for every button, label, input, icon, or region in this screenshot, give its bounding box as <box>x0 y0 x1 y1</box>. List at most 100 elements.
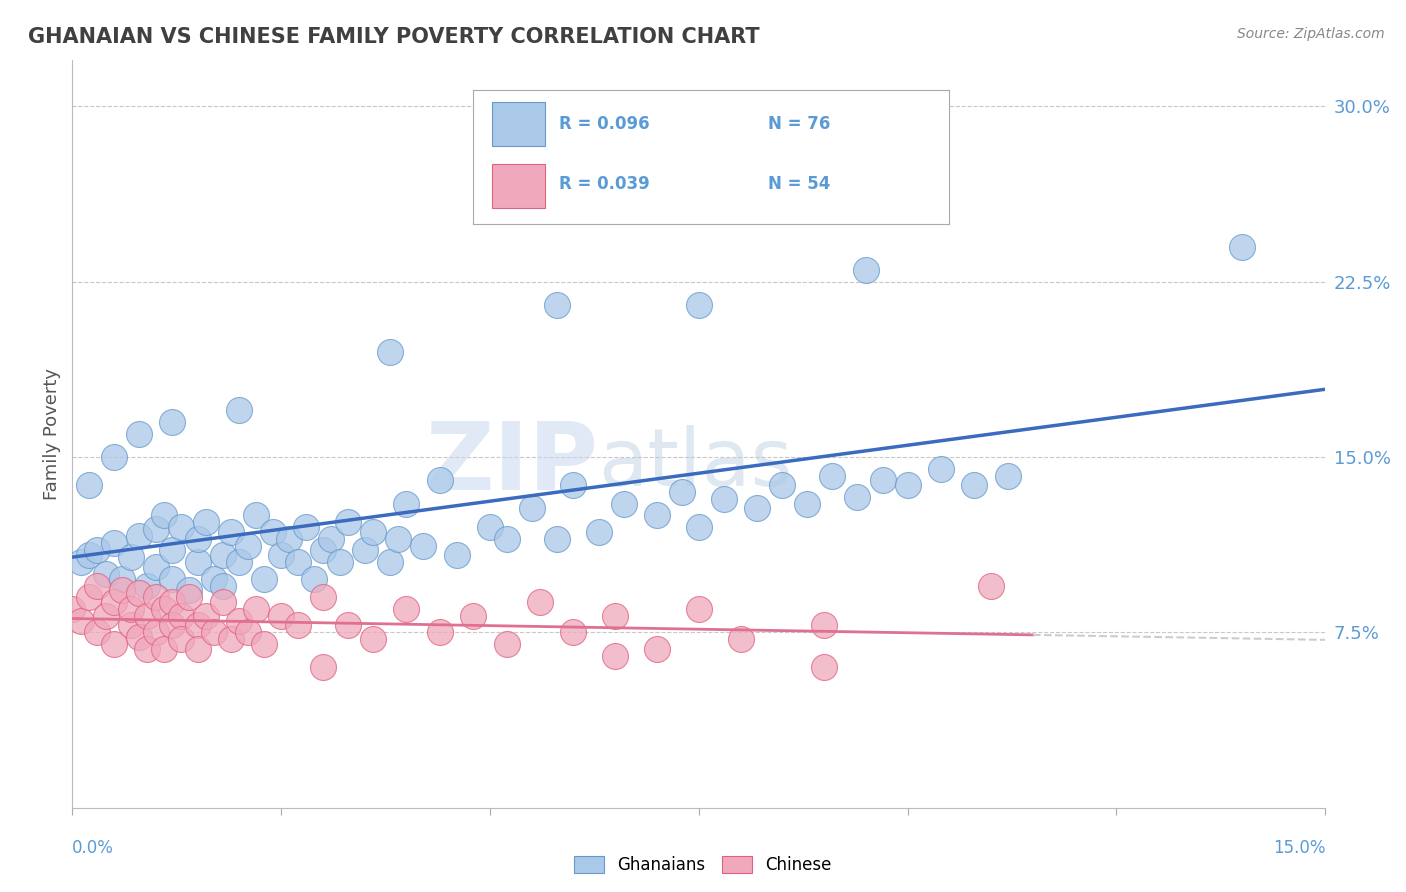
Point <box>153 602 176 616</box>
Text: Source: ZipAtlas.com: Source: ZipAtlas.com <box>1237 27 1385 41</box>
Point <box>321 532 343 546</box>
Point <box>897 478 920 492</box>
Point <box>170 632 193 647</box>
Point <box>228 614 250 628</box>
Point <box>186 618 208 632</box>
Point <box>336 516 359 530</box>
Point <box>60 602 83 616</box>
Point <box>963 478 986 492</box>
Text: ZIP: ZIP <box>426 417 599 509</box>
Point <box>145 591 167 605</box>
Point <box>170 520 193 534</box>
Point <box>136 578 159 592</box>
Point <box>111 572 134 586</box>
Legend: Ghanaians, Chinese: Ghanaians, Chinese <box>569 851 837 880</box>
Point <box>103 450 125 464</box>
Text: atlas: atlas <box>599 425 793 502</box>
Point <box>103 536 125 550</box>
Point <box>671 485 693 500</box>
Point <box>128 426 150 441</box>
Point <box>270 609 292 624</box>
Point <box>929 461 952 475</box>
Point <box>145 625 167 640</box>
Point <box>605 648 627 663</box>
Point <box>170 609 193 624</box>
Text: 0.0%: 0.0% <box>72 838 114 857</box>
Point <box>162 572 184 586</box>
Point <box>997 468 1019 483</box>
Point <box>120 602 142 616</box>
Point <box>395 602 418 616</box>
Point <box>588 524 610 539</box>
Point <box>605 609 627 624</box>
Point <box>495 532 517 546</box>
Point <box>211 595 233 609</box>
Text: GHANAIAN VS CHINESE FAMILY POVERTY CORRELATION CHART: GHANAIAN VS CHINESE FAMILY POVERTY CORRE… <box>28 27 759 46</box>
Point <box>153 641 176 656</box>
Point <box>162 543 184 558</box>
Point <box>329 555 352 569</box>
Point <box>387 532 409 546</box>
Point <box>77 591 100 605</box>
Point <box>645 641 668 656</box>
Point <box>211 578 233 592</box>
Point <box>613 497 636 511</box>
Point <box>162 415 184 429</box>
Y-axis label: Family Poverty: Family Poverty <box>44 368 60 500</box>
Point <box>86 625 108 640</box>
Point <box>69 614 91 628</box>
Point <box>245 508 267 523</box>
Point <box>378 344 401 359</box>
Point <box>278 532 301 546</box>
Point <box>336 618 359 632</box>
Point <box>796 497 818 511</box>
Point <box>128 630 150 644</box>
Point <box>295 520 318 534</box>
Point <box>855 263 877 277</box>
Point <box>186 641 208 656</box>
Point <box>94 609 117 624</box>
Point <box>270 548 292 562</box>
Point <box>228 403 250 417</box>
Point <box>186 555 208 569</box>
Point <box>236 625 259 640</box>
Point <box>446 548 468 562</box>
Point <box>713 491 735 506</box>
Point <box>179 591 201 605</box>
Point <box>120 618 142 632</box>
Point <box>211 548 233 562</box>
Point <box>872 474 894 488</box>
Point <box>747 501 769 516</box>
Point <box>202 625 225 640</box>
Point <box>395 497 418 511</box>
Point <box>688 602 710 616</box>
Text: 15.0%: 15.0% <box>1272 838 1326 857</box>
Point <box>287 555 309 569</box>
Point <box>186 532 208 546</box>
Point <box>645 508 668 523</box>
Point <box>429 474 451 488</box>
Point <box>821 468 844 483</box>
Point <box>312 591 335 605</box>
Point <box>86 578 108 592</box>
Point <box>429 625 451 640</box>
Point <box>378 555 401 569</box>
Point <box>312 543 335 558</box>
Point <box>980 578 1002 592</box>
Point <box>153 508 176 523</box>
Point <box>245 602 267 616</box>
Point <box>478 520 501 534</box>
Point <box>846 490 869 504</box>
Point <box>495 637 517 651</box>
Point <box>688 298 710 312</box>
Point <box>228 555 250 569</box>
Point <box>103 637 125 651</box>
Point <box>219 524 242 539</box>
Point <box>77 548 100 562</box>
Point <box>236 539 259 553</box>
Point <box>1230 239 1253 253</box>
Point <box>813 660 835 674</box>
Point <box>463 609 485 624</box>
Point <box>770 478 793 492</box>
Point <box>688 520 710 534</box>
